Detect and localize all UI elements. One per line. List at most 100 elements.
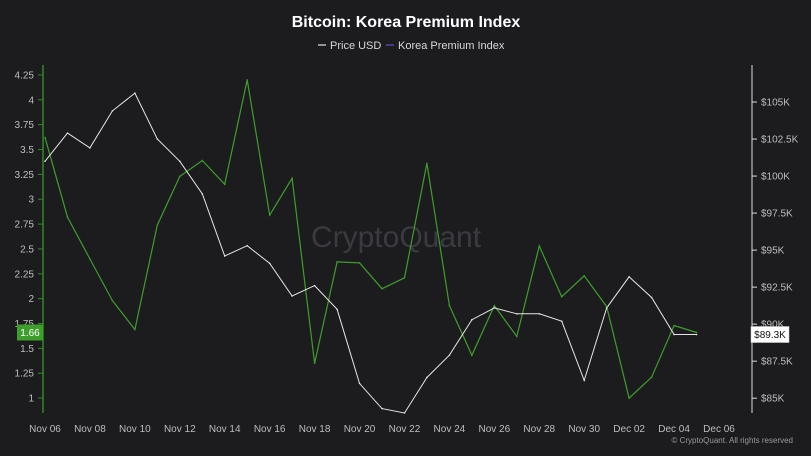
left-current-value: 1.66 <box>20 328 40 339</box>
price-point <box>223 255 226 257</box>
price-point <box>246 244 248 247</box>
korea-premium-point <box>583 274 585 277</box>
price-point <box>695 333 698 336</box>
left-current-badge: 1.66 <box>17 324 43 341</box>
x-axis-ticks: Nov 06 Nov 08 Nov 10 Nov 12 Nov 14 Nov 16 Nov … <box>29 424 735 435</box>
price-point <box>179 160 181 163</box>
price-point <box>66 132 69 134</box>
x-tick-label: Nov 22 <box>389 424 421 435</box>
x-tick-label: Nov 10 <box>119 424 151 435</box>
x-tick-label: Nov 06 <box>29 424 61 435</box>
korea-premium-point <box>605 305 608 308</box>
series-points-price <box>44 92 698 414</box>
left-tick-label: 2.25 <box>15 269 35 280</box>
x-tick-label: Dec 02 <box>613 424 645 435</box>
price-point <box>560 320 563 322</box>
korea-premium-point <box>201 159 204 162</box>
right-tick-label: $97.5K <box>761 209 793 220</box>
price-point <box>448 354 451 357</box>
chart-title: Bitcoin: Korea Premium Index <box>292 14 521 31</box>
korea-premium-point <box>156 224 159 226</box>
left-tick-label: 3.5 <box>20 145 34 156</box>
price-point <box>291 295 293 297</box>
right-tick-label: $90K <box>761 320 785 331</box>
legend-label-korea-premium[interactable]: Korea Premium Index <box>398 40 505 52</box>
price-point <box>493 307 496 309</box>
left-tick-label: 1.25 <box>15 369 35 380</box>
price-point <box>650 296 653 299</box>
left-tick-label: 3.75 <box>15 120 35 131</box>
right-tick-label: $100K <box>761 172 790 183</box>
price-point <box>313 284 316 287</box>
korea-premium-point <box>628 397 630 399</box>
price-point <box>268 262 271 265</box>
korea-premium-point <box>111 299 114 302</box>
left-tick-label: 2 <box>28 294 34 305</box>
right-tick-label: $87.5K <box>761 357 793 368</box>
left-tick-label: 4 <box>28 95 34 106</box>
left-tick-label: 3 <box>28 195 34 206</box>
left-tick-label: 2.5 <box>20 244 34 255</box>
left-tick-label: 4.25 <box>15 70 35 81</box>
price-point <box>538 312 541 315</box>
korea-premium-point <box>650 376 653 379</box>
price-point <box>89 147 91 149</box>
right-current-badge: $89.3K <box>750 326 790 343</box>
price-point <box>201 193 204 195</box>
korea-premium-point <box>471 354 473 357</box>
x-tick-label: Nov 24 <box>434 424 466 435</box>
korea-premium-point <box>336 261 338 263</box>
x-tick-label: Nov 30 <box>568 424 600 435</box>
x-tick-label: Dec 06 <box>703 424 735 435</box>
price-point <box>516 312 518 315</box>
price-point <box>605 307 608 309</box>
price-point <box>426 376 428 379</box>
series-line-price <box>44 92 697 414</box>
korea-premium-point <box>560 295 563 298</box>
x-tick-label: Nov 18 <box>299 424 331 435</box>
x-tick-label: Dec 04 <box>658 424 690 435</box>
left-tick-label: 1 <box>28 394 34 405</box>
price-point <box>134 92 136 94</box>
korea-premium-point <box>134 328 136 331</box>
left-tick-label: 2.75 <box>15 220 35 231</box>
korea-premium-point <box>493 304 496 307</box>
korea-premium-point <box>291 177 293 180</box>
right-tick-label: $105K <box>761 98 790 109</box>
price-point <box>381 407 383 410</box>
price-point <box>673 333 675 336</box>
korea-premium-point <box>89 258 91 260</box>
korea-premium-point <box>381 287 383 290</box>
price-point <box>156 138 159 140</box>
korea-premium-point <box>223 183 226 186</box>
x-tick-label: Nov 16 <box>254 424 286 435</box>
korea-premium-point <box>358 262 361 264</box>
x-tick-label: Nov 08 <box>74 424 106 435</box>
price-point <box>44 160 46 163</box>
price-point <box>628 275 630 278</box>
korea-premium-point <box>426 162 428 165</box>
x-tick-label: Nov 26 <box>478 424 510 435</box>
legend: Price USD Korea Premium Index <box>318 40 505 52</box>
price-point <box>358 382 361 385</box>
x-tick-label: Nov 28 <box>523 424 555 435</box>
price-point <box>336 308 338 311</box>
legend-label-price[interactable]: Price USD <box>330 40 381 52</box>
price-point <box>403 412 406 414</box>
left-current-badge-bg <box>17 324 43 341</box>
price-point <box>583 379 585 382</box>
korea-premium-point <box>313 362 316 365</box>
korea-premium-point <box>403 276 406 279</box>
korea-premium-point <box>268 214 271 216</box>
korea-premium-point <box>448 304 451 307</box>
korea-premium-point <box>673 324 675 327</box>
price-point <box>471 318 473 321</box>
left-tick-label: 3.25 <box>15 170 35 181</box>
x-tick-label: Nov 12 <box>164 424 196 435</box>
korea-premium-point <box>538 245 541 247</box>
korea-premium-point <box>179 175 181 178</box>
right-axis-ticks: $105K $102.5K $100K $97.5K $95K $92.5K $90K $87… <box>752 98 799 405</box>
korea-premium-point <box>44 136 46 139</box>
